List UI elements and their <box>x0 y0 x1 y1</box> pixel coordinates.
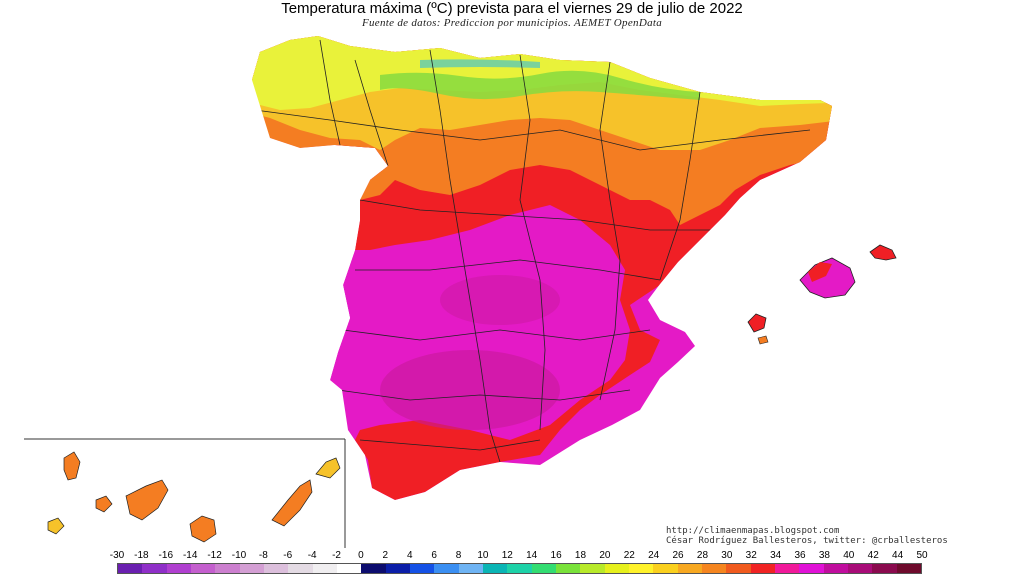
scale-swatch <box>385 564 410 573</box>
zone-cool-cantabrian <box>380 70 700 100</box>
zone-hot-la-mancha <box>440 275 560 325</box>
scale-swatch <box>239 564 264 573</box>
scale-tick-label: -18 <box>134 550 149 561</box>
scale-tick-label: 18 <box>574 550 587 561</box>
scale-swatch <box>482 564 508 573</box>
province-boundaries <box>254 39 811 463</box>
scale-tick-label: -6 <box>283 550 293 561</box>
island-lanzarote <box>315 457 341 479</box>
menorca <box>869 244 897 261</box>
island-fuerteventura <box>271 479 313 527</box>
scale-swatch <box>118 564 143 573</box>
color-scale-labels: -30 -18 -16 -14 -12 -10 -8 -6 -4 -2 0 2 4 6 8 10 12 14 16 1… <box>0 550 1024 562</box>
scale-tick-label: 40 <box>843 550 855 561</box>
scale-swatch <box>604 564 629 573</box>
scale-tick-label: 2 <box>382 550 389 561</box>
scale-tick-label: 20 <box>599 550 611 561</box>
scale-tick-label: 6 <box>431 550 437 561</box>
scale-tick-label: -10 <box>231 550 247 561</box>
zone-hot-guadalquivir <box>380 350 560 430</box>
scale-tick-label: 34 <box>770 550 782 561</box>
scale-swatch <box>580 564 605 573</box>
map-subtitle: Fuente de datos: Prediccion por municipi… <box>361 17 663 29</box>
scale-tick-label: -2 <box>332 550 341 561</box>
zone-cool-north-coast <box>420 59 540 68</box>
scale-tick-label: -14 <box>182 550 198 561</box>
scale-swatch <box>312 564 337 573</box>
scale-swatch <box>701 564 727 573</box>
scale-swatch <box>628 564 654 573</box>
scale-tick-label: 44 <box>892 550 904 561</box>
color-scale-bar <box>117 563 922 574</box>
mallorca-north <box>808 262 832 282</box>
island-el-hierro <box>47 517 65 535</box>
scale-swatch <box>215 564 240 573</box>
scale-swatch <box>263 564 289 573</box>
credits: http://climaenmapas.blogspot.com César R… <box>666 526 948 546</box>
scale-swatch <box>896 564 921 573</box>
scale-tick-label: -12 <box>207 550 222 561</box>
island-tenerife <box>125 479 169 521</box>
portugal-blank <box>240 80 370 500</box>
scale-tick-label: 16 <box>550 550 562 561</box>
scale-swatch <box>531 564 556 573</box>
island-gran-canaria <box>189 515 217 543</box>
scale-swatch <box>653 564 678 573</box>
scale-tick-label: 36 <box>794 550 806 561</box>
scale-tick-label: 50 <box>916 550 928 561</box>
scale-tick-label: 42 <box>867 550 879 561</box>
scale-tick-label: 4 <box>406 550 413 561</box>
scale-tick-label: 38 <box>818 550 830 561</box>
scale-swatch <box>458 564 483 573</box>
credits-author: César Rodríguez Ballesteros, twitter: @c… <box>666 536 948 546</box>
scale-tick-label: 28 <box>696 550 709 561</box>
scale-swatch <box>336 564 362 573</box>
scale-swatch <box>847 564 873 573</box>
scale-swatch <box>823 564 848 573</box>
balearic-islands <box>747 244 897 345</box>
scale-tick-label: 14 <box>526 550 538 561</box>
scale-swatch <box>288 564 313 573</box>
scale-tick-label: 26 <box>672 550 684 561</box>
formentera <box>757 335 769 345</box>
scale-tick-label: 30 <box>721 550 733 561</box>
scale-swatch <box>750 564 775 573</box>
scale-swatch <box>166 564 191 573</box>
map-title: Temperatura máxima (ºC) prevista para el… <box>281 0 743 17</box>
scale-swatch <box>555 564 581 573</box>
scale-swatch <box>434 564 459 573</box>
scale-tick-label: -4 <box>307 550 317 561</box>
scale-tick-label: 0 <box>358 550 364 561</box>
island-la-palma <box>63 451 81 481</box>
scale-swatch <box>190 564 216 573</box>
scale-tick-label: 10 <box>477 550 489 561</box>
scale-tick-label: 8 <box>455 550 462 561</box>
scale-swatch <box>799 564 824 573</box>
scale-swatch <box>677 564 702 573</box>
scale-swatch <box>872 564 897 573</box>
scale-tick-label: -16 <box>158 550 173 561</box>
scale-swatch <box>142 564 167 573</box>
scale-tick-label: 24 <box>648 550 660 561</box>
scale-tick-label: -8 <box>258 550 268 561</box>
credits-url[interactable]: http://climaenmapas.blogspot.com <box>666 526 840 536</box>
scale-tick-label: 12 <box>501 550 513 561</box>
scale-swatch <box>409 564 435 573</box>
scale-swatch <box>507 564 532 573</box>
scale-swatch <box>774 564 800 573</box>
scale-swatch <box>361 564 386 573</box>
scale-swatch <box>726 564 751 573</box>
ibiza <box>747 313 767 333</box>
island-la-gomera <box>95 495 113 513</box>
canary-islands-inset <box>24 438 346 548</box>
scale-tick-label: -30 <box>109 550 125 561</box>
scale-tick-label: 32 <box>745 550 757 561</box>
scale-tick-label: 22 <box>623 550 635 561</box>
